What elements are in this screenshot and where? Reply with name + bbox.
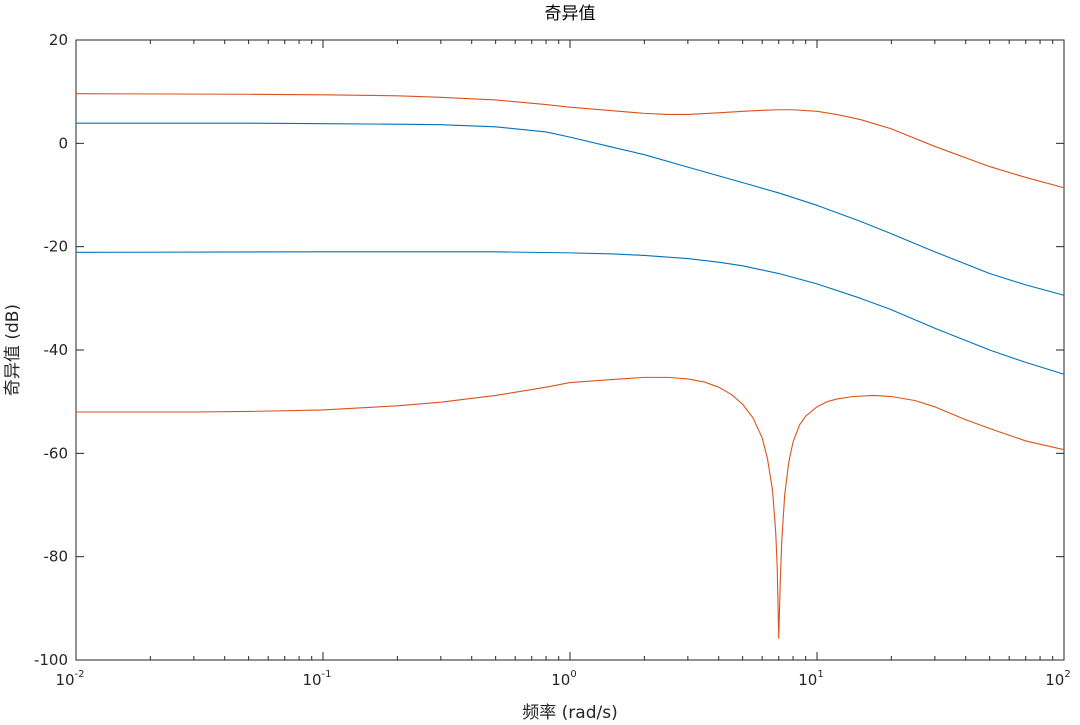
y-tick-label: -100 <box>34 651 68 669</box>
x-tick-label: 100 <box>551 669 576 689</box>
x-tick-label: 10-2 <box>55 669 84 689</box>
y-tick-label: -60 <box>44 444 69 462</box>
y-tick-label: -20 <box>44 238 69 256</box>
x-tick-label: 10-1 <box>302 669 331 689</box>
x-tick-label: 102 <box>1045 669 1070 689</box>
y-tick-label: 0 <box>58 134 68 152</box>
series-line-2 <box>76 122 1065 296</box>
plot-area <box>75 39 1065 661</box>
y-axis-label: 奇异值 (dB) <box>3 304 23 396</box>
series-line-3 <box>75 251 1065 375</box>
series-line-1 <box>75 93 1065 189</box>
chart-title: 奇异值 <box>545 4 596 24</box>
x-axis-label: 频率 (rad/s) <box>522 703 617 723</box>
y-tick-label: -40 <box>44 341 69 359</box>
x-tick-label: 101 <box>798 669 823 689</box>
y-axis-ticks: 20 0 -20 -40 -60 -80 -100 <box>34 31 1064 669</box>
series-layer <box>75 93 1065 639</box>
y-tick-label: 20 <box>49 31 68 49</box>
x-axis-ticks: 10-2 10-1 100 101 102 <box>55 40 1071 689</box>
y-tick-label: -80 <box>44 548 69 566</box>
series-line-4 <box>76 376 1065 639</box>
